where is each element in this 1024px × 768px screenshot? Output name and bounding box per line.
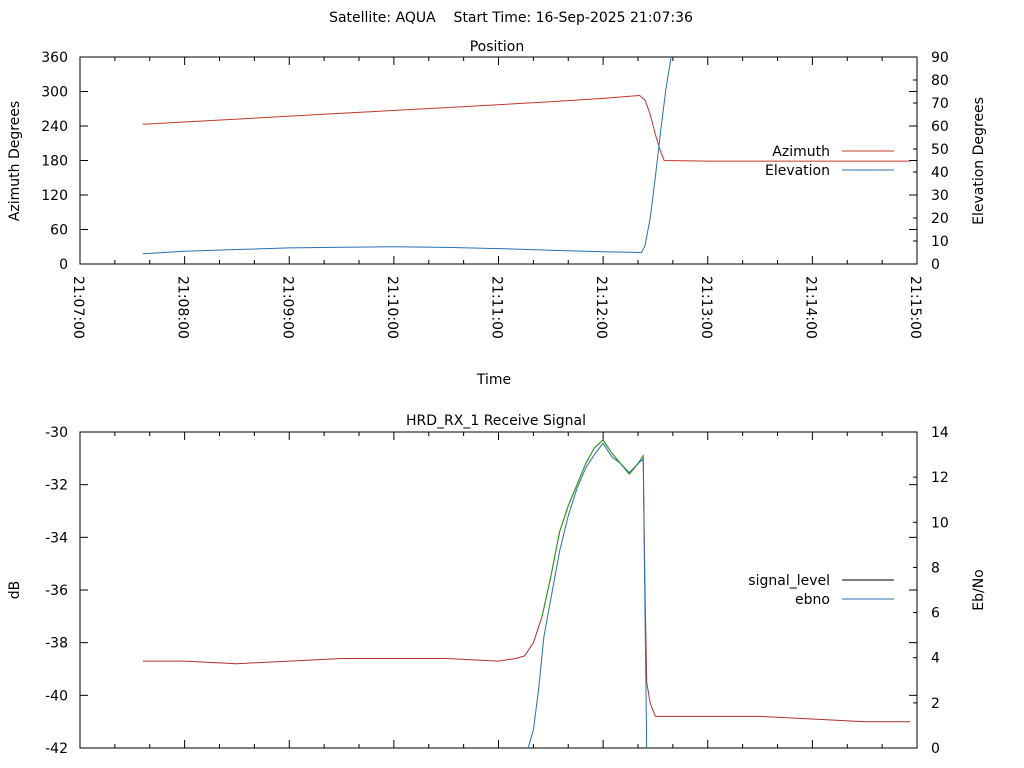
position-y2-tick-label: 0 — [931, 257, 940, 273]
position-x-tick-label: 21:15:00 — [907, 276, 923, 339]
position-y2-tick-label: 90 — [931, 50, 949, 66]
position-y2-tick-label: 60 — [931, 119, 949, 135]
position-chart: Position Azimuth Degrees Elevation Degre… — [7, 39, 987, 388]
position-chart-title: Position — [470, 39, 525, 55]
position-y2-tick-label: 20 — [931, 211, 949, 227]
position-y2-tick-label: 50 — [931, 142, 949, 158]
position-y-tick-label: 300 — [41, 85, 68, 101]
position-y-tick-label: 120 — [41, 188, 68, 204]
receive-signal-chart: HRD_RX_1 Receive Signal dB Eb/No -30 -32 -… — [7, 413, 987, 757]
position-x-tick-label: 21:08:00 — [175, 276, 191, 339]
receive-signal-y2-tick-label: 8 — [931, 560, 940, 576]
position-y2-tick-label: 70 — [931, 96, 949, 112]
receive-signal-y-tick-label: -42 — [45, 741, 68, 757]
position-y2-axis-label: Elevation Degrees — [971, 97, 987, 225]
position-legend-label: Azimuth — [772, 144, 830, 160]
receive-signal-y2-tick-label: 0 — [931, 741, 940, 757]
position-y-tick-label: 180 — [41, 154, 68, 170]
position-x-tick-label: 21:12:00 — [593, 276, 609, 339]
receive-signal-x-ticks — [79, 432, 918, 748]
position-x-tick-label: 21:14:00 — [802, 276, 818, 339]
receive-signal-y2-tick-label: 12 — [931, 470, 949, 486]
page-header: Satellite: AQUA Start Time: 16-Sep-2025 … — [329, 10, 693, 26]
position-legend-label: Elevation — [765, 163, 830, 179]
position-y2-tick-label: 80 — [931, 73, 949, 89]
receive-signal-y-tick-label: -40 — [45, 688, 68, 704]
position-y-tick-label: 360 — [41, 50, 68, 66]
position-y-axis-label: Azimuth Degrees — [7, 101, 23, 221]
position-y-tick-label: 240 — [41, 119, 68, 135]
receive-signal-y2-ticks: 0 2 4 6 8 10 12 14 — [913, 425, 949, 757]
receive-signal-y2-tick-label: 6 — [931, 606, 940, 622]
position-y-tick-label: 0 — [59, 257, 68, 273]
receive-signal-y2-tick-label: 10 — [931, 515, 949, 531]
receive-signal-y-axis-label: dB — [7, 581, 23, 600]
position-x-tick-label: 21:13:00 — [698, 276, 714, 339]
position-y2-ticks: 0 10 20 30 40 50 60 70 80 90 — [913, 50, 949, 273]
receive-signal-chart-title: HRD_RX_1 Receive Signal — [406, 413, 586, 429]
position-y2-tick-label: 10 — [931, 234, 949, 250]
receive-signal-y-tick-label: -34 — [45, 530, 68, 546]
receive-signal-y-tick-label: -38 — [45, 636, 68, 652]
receive-signal-overlap-line — [541, 439, 644, 617]
position-x-axis-label: Time — [476, 372, 511, 388]
receive-signal-series — [142, 439, 910, 748]
position-x-tick-label: 21:11:00 — [489, 276, 505, 339]
receive-signal-y2-axis-label: Eb/No — [971, 569, 987, 611]
position-y2-tick-label: 30 — [931, 188, 949, 204]
receive-signal-y2-tick-label: 14 — [931, 425, 949, 441]
receive-signal-y-tick-label: -36 — [45, 583, 68, 599]
position-y-tick-label: 60 — [50, 223, 68, 239]
position-series-elevation — [142, 57, 672, 255]
position-series-azimuth — [142, 94, 910, 162]
position-x-ticks: 21:07:00 21:08:00 21:09:00 21:10:00 21:11:00… — [70, 57, 923, 339]
position-x-tick-label: 21:10:00 — [384, 276, 400, 339]
receive-signal-y2-tick-label: 2 — [931, 696, 940, 712]
position-x-tick-label: 21:07:00 — [70, 276, 86, 339]
receive-signal-y-tick-label: -30 — [45, 425, 68, 441]
receive-signal-legend-label: signal_level — [748, 573, 830, 589]
receive-signal-y-tick-label: -32 — [45, 478, 68, 494]
receive-signal-y2-tick-label: 4 — [931, 651, 940, 667]
position-legend: Azimuth Elevation — [765, 144, 894, 179]
receive-signal-legend-label: ebno — [795, 592, 830, 608]
position-series — [142, 57, 910, 255]
position-y2-tick-label: 40 — [931, 165, 949, 181]
position-x-tick-label: 21:09:00 — [279, 276, 295, 339]
